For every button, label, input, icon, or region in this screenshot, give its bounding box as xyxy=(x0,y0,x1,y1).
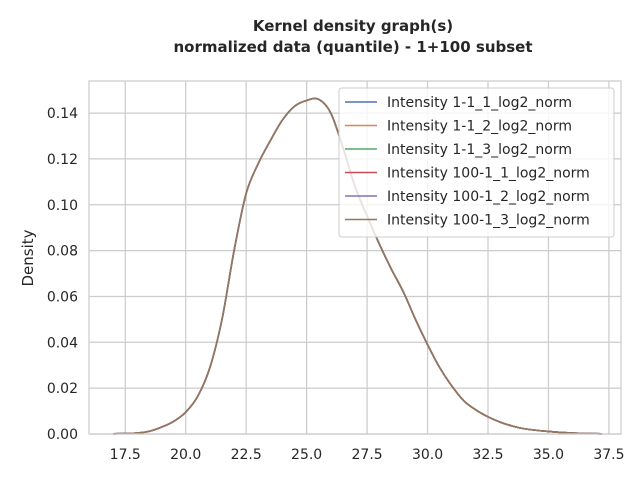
x-tick-label: 27.5 xyxy=(352,447,383,463)
y-tick-label: 0.02 xyxy=(47,381,78,397)
x-axis-ticks: 17.5 20.0 22.5 25.0 27.5 30.0 32.5 35.0 37.5 xyxy=(110,447,625,463)
x-tick-label: 37.5 xyxy=(593,447,624,463)
y-tick-label: 0.12 xyxy=(47,152,78,168)
legend-label-1: Intensity 1-1_1_log2_norm xyxy=(387,95,572,111)
legend-box xyxy=(338,87,615,238)
y-tick-label: 0.14 xyxy=(47,106,78,122)
x-tick-label: 35.0 xyxy=(533,447,564,463)
legend-label-3: Intensity 1-1_3_log2_norm xyxy=(387,142,572,158)
y-tick-label: 0.08 xyxy=(47,244,78,260)
y-tick-label: 0.04 xyxy=(47,335,78,351)
x-tick-label: 20.0 xyxy=(170,447,201,463)
x-tick-label: 22.5 xyxy=(231,447,262,463)
y-axis-ticks: 0.00 0.02 0.04 0.06 0.08 0.10 0.12 0.14 xyxy=(47,106,78,443)
y-tick-label: 0.06 xyxy=(47,289,78,305)
legend-label-5: Intensity 100-1_2_log2_norm xyxy=(387,189,590,205)
chart-title: Kernel density graph(s) xyxy=(253,17,453,35)
legend-label-6: Intensity 100-1_3_log2_norm xyxy=(387,213,590,229)
x-tick-label: 17.5 xyxy=(110,447,141,463)
x-tick-label: 32.5 xyxy=(472,447,503,463)
y-tick-label: 0.10 xyxy=(47,198,78,214)
x-tick-label: 25.0 xyxy=(291,447,322,463)
legend: Intensity 1-1_1_log2_norm Intensity 1-1_2… xyxy=(338,87,615,238)
legend-label-4: Intensity 100-1_1_log2_norm xyxy=(387,166,590,182)
x-tick-label: 30.0 xyxy=(412,447,443,463)
legend-label-2: Intensity 1-1_2_log2_norm xyxy=(387,119,572,135)
y-axis-label: Density xyxy=(19,229,37,286)
chart-subtitle: normalized data (quantile) - 1+100 subse… xyxy=(173,38,532,56)
y-tick-label: 0.00 xyxy=(47,427,78,443)
plot-frame xyxy=(88,80,622,435)
